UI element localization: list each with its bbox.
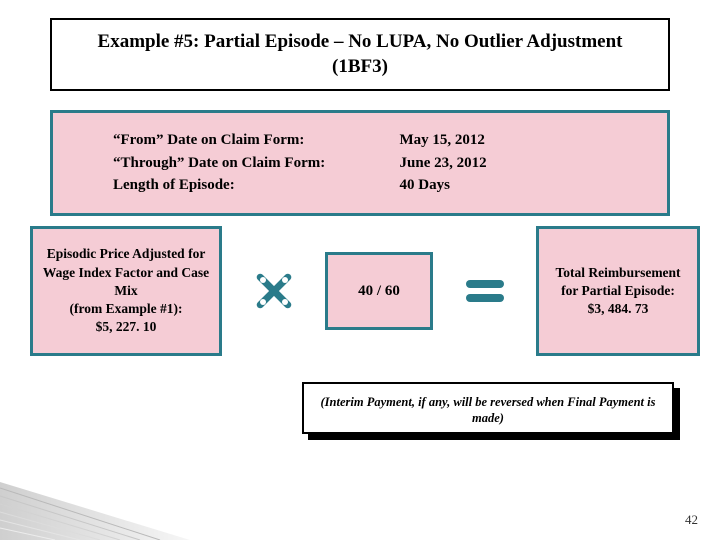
- page-number: 42: [685, 512, 698, 528]
- multiply-icon: [251, 272, 297, 310]
- fraction-box: 40 / 60: [325, 252, 433, 330]
- value-length: 40 Days: [400, 174, 607, 197]
- interim-note-text: (Interim Payment, if any, will be revers…: [321, 395, 656, 425]
- fraction-text: 40 / 60: [358, 281, 400, 301]
- episodic-price-text: Episodic Price Adjusted for Wage Index F…: [41, 245, 211, 336]
- interim-note-box: (Interim Payment, if any, will be revers…: [302, 382, 674, 434]
- corner-decoration: [0, 470, 190, 540]
- interim-note-wrap: (Interim Payment, if any, will be revers…: [302, 382, 674, 434]
- label-from: “From” Date on Claim Form:: [113, 129, 400, 152]
- calculation-row: Episodic Price Adjusted for Wage Index F…: [30, 226, 700, 356]
- total-reimbursement-box: Total Reimbursement for Partial Episode:…: [536, 226, 700, 356]
- episodic-price-box: Episodic Price Adjusted for Wage Index F…: [30, 226, 222, 356]
- title-box: Example #5: Partial Episode – No LUPA, N…: [50, 18, 670, 91]
- slide-title: Example #5: Partial Episode – No LUPA, N…: [72, 30, 648, 79]
- dates-values: May 15, 2012 June 23, 2012 40 Days: [400, 129, 607, 197]
- equals-icon: [462, 275, 508, 307]
- total-reimbursement-text: Total Reimbursement for Partial Episode:…: [547, 264, 689, 319]
- dates-box: “From” Date on Claim Form: “Through” Dat…: [50, 110, 670, 216]
- value-through: June 23, 2012: [400, 152, 607, 175]
- label-through: “Through” Date on Claim Form:: [113, 152, 400, 175]
- label-length: Length of Episode:: [113, 174, 400, 197]
- dates-labels: “From” Date on Claim Form: “Through” Dat…: [113, 129, 400, 197]
- value-from: May 15, 2012: [400, 129, 607, 152]
